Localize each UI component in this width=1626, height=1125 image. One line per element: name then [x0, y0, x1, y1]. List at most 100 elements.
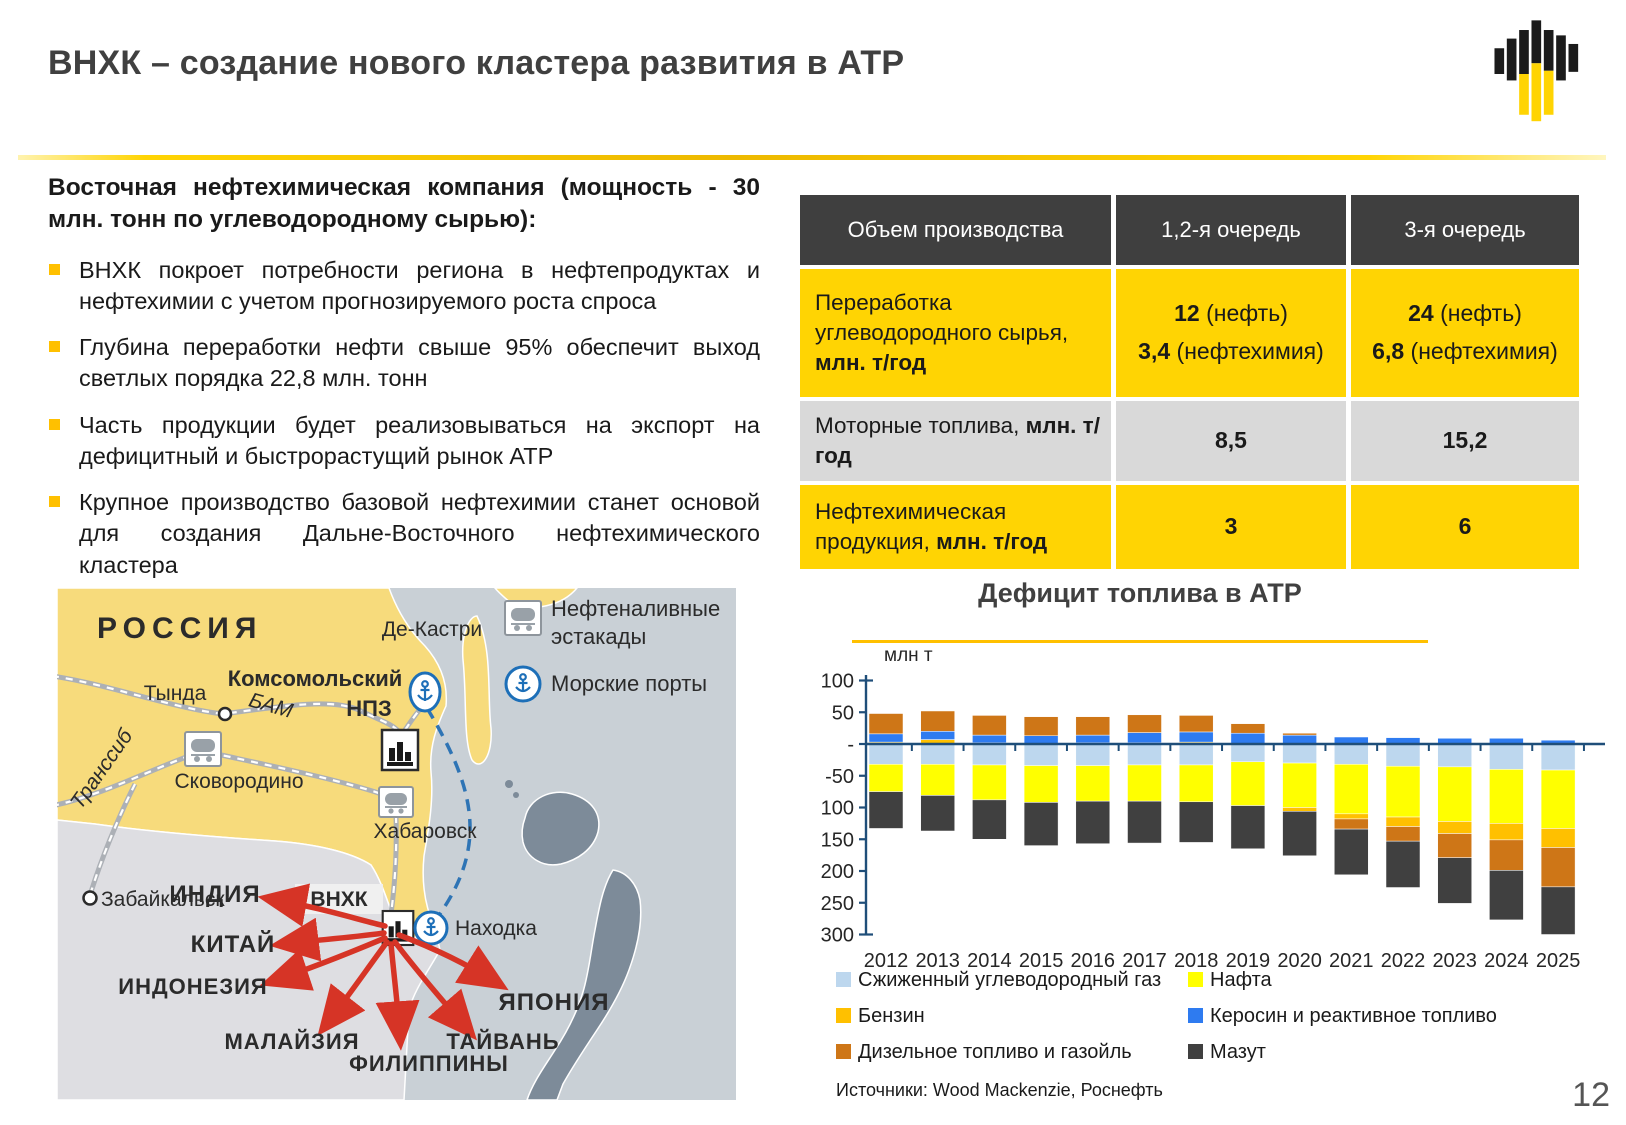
bar-segment — [1230, 743, 1266, 763]
bar-segment — [1334, 764, 1369, 815]
table-row-label: Моторные топлива, млн. т/год — [800, 401, 1111, 481]
bar-segment — [1230, 761, 1266, 806]
bar-segment — [1023, 765, 1059, 803]
city-zabaikalsk: Забайкальск — [101, 888, 225, 911]
legend-label: Дизельное топливо и газойль — [858, 1041, 1132, 1063]
table-row-label: Нефтехимическая продукция, млн. т/год — [800, 485, 1111, 569]
city-komsomolsky: Комсомольский — [228, 666, 403, 691]
legend-swatch-icon — [1188, 1044, 1203, 1059]
x-tick-label: 2015 — [1019, 950, 1064, 972]
y-tick-label: 100 — [821, 671, 854, 693]
bar-segment — [1178, 731, 1214, 743]
chart-title-underline — [852, 640, 1428, 643]
legend-label: Мазут — [1210, 1041, 1266, 1063]
sea-port-icon — [504, 665, 542, 703]
page-title: ВНХК – создание нового кластера развития… — [48, 44, 905, 82]
bar-segment — [972, 764, 1007, 801]
legend-swatch-icon — [836, 1044, 851, 1059]
rail-estacada-icon — [504, 600, 542, 636]
bar-segment — [1075, 734, 1111, 743]
legend-ports-label: Морские порты — [551, 671, 707, 696]
bar-segment — [1385, 840, 1421, 888]
dest-china: КИТАЙ — [191, 930, 276, 958]
bar-segment — [1334, 743, 1369, 765]
arrow-india — [257, 883, 388, 929]
bar-segment — [920, 710, 955, 732]
table-header-volume: Объем производства — [800, 195, 1111, 265]
bar-segment — [1437, 743, 1472, 768]
legend-swatch-icon — [1188, 972, 1203, 987]
bar-segment — [1230, 723, 1266, 734]
legend-label: Керосин и реактивное топливо — [1210, 1005, 1497, 1027]
rail-estacada-icon — [184, 731, 222, 767]
bar-segment — [1178, 764, 1214, 803]
bar-segment — [1282, 732, 1317, 736]
refinery-icon — [380, 728, 420, 772]
y-tick-label: - — [847, 734, 854, 756]
bar-segment — [1282, 807, 1317, 812]
bullet-item: Крупное производство базовой нефтехимии … — [48, 487, 760, 581]
map-islet — [505, 780, 513, 788]
table-cell-value: 12 (нефть) 3,4 (нефтехимия) — [1116, 269, 1346, 397]
bar-segment — [1334, 813, 1369, 820]
arrow-japan — [396, 932, 509, 991]
bar-segment — [1230, 805, 1266, 850]
legend-item: Мазут — [1188, 1041, 1618, 1064]
bar-segment — [1385, 826, 1421, 842]
x-tick-label: 2019 — [1226, 950, 1271, 972]
bar-segment — [1178, 743, 1214, 766]
table-cell-value: 8,5 — [1116, 401, 1346, 481]
bar-segment — [972, 799, 1007, 840]
sources-note: Источники: Wood Mackenzie, Роснефть — [836, 1080, 1163, 1100]
x-tick-label: 2014 — [967, 950, 1012, 972]
legend-item: Сжиженный углеводородный газ — [836, 969, 1188, 992]
city-khabarovsk: Хабаровск — [374, 820, 478, 843]
city-zabaikalsk-dot — [82, 890, 98, 906]
y-tick-label: -150 — [820, 829, 854, 851]
bullet-text: Глубина переработки нефти свыше 95% обес… — [79, 334, 760, 392]
table-header-stage3: 3-я очередь — [1351, 195, 1579, 265]
y-tick-label: -200 — [820, 861, 854, 883]
rosneft-logo-icon — [1494, 20, 1579, 122]
legend-label: Сжиженный углеводородный газ — [858, 969, 1162, 991]
bar-segment — [868, 764, 904, 792]
y-axis-unit-label: млн т — [884, 645, 933, 666]
bar-segment — [1489, 839, 1524, 871]
map-hokkaido-island — [521, 791, 600, 866]
arrow-malaysia — [317, 939, 390, 1036]
legend-label: Нафта — [1210, 969, 1272, 991]
table-cell-value: 24 (нефть) 6,8 (нефтехимия) — [1351, 269, 1579, 397]
sea-port-icon — [408, 671, 442, 713]
bar-segment — [1540, 743, 1576, 771]
bullet-item: Часть продукции будет реализовываться на… — [48, 410, 760, 473]
bar-segment — [1127, 714, 1162, 733]
bar-segment — [1023, 802, 1059, 846]
arrow-philippines — [375, 941, 420, 1051]
city-tynda-dot — [217, 706, 233, 722]
bar-segment — [1385, 816, 1421, 827]
y-tick-label: -50 — [825, 766, 854, 788]
legend-label: Бензин — [858, 1005, 925, 1027]
x-tick-label: 2017 — [1122, 950, 1167, 972]
legend-swatch-icon — [836, 972, 851, 987]
city-skovorodino: Сковородино — [174, 770, 303, 793]
x-tick-label: 2024 — [1484, 950, 1529, 972]
bar-segment — [1023, 716, 1059, 736]
bar-segment — [1489, 743, 1524, 770]
bar-segment — [1075, 743, 1111, 766]
dest-indonesia: ИНДОНЕЗИЯ — [118, 974, 267, 999]
intro-panel: Восточная нефтехимическая компания (мощн… — [48, 172, 760, 596]
bar-segment — [1540, 886, 1576, 935]
bar-segment — [1127, 800, 1162, 844]
table-cell-value: 6 — [1351, 485, 1579, 569]
bullet-text: Крупное производство базовой нефтехимии … — [79, 489, 760, 578]
dest-india: ИНДИЯ — [169, 881, 260, 908]
dest-philippines: ФИЛИППИНЫ — [349, 1051, 509, 1076]
bar-segment — [1540, 769, 1576, 829]
legend-item: Керосин и реактивное топливо — [1188, 1005, 1618, 1028]
fuel-deficit-stacked-bar-chart: 2012 2013 2014 2015 2016 2017 2018 2019 2020 2021… — [820, 645, 1605, 972]
bar-segment — [920, 731, 955, 740]
dest-malaysia: МАЛАЙЗИЯ — [224, 1029, 359, 1054]
bar-segment — [972, 715, 1007, 736]
bar-segment — [1437, 821, 1472, 834]
